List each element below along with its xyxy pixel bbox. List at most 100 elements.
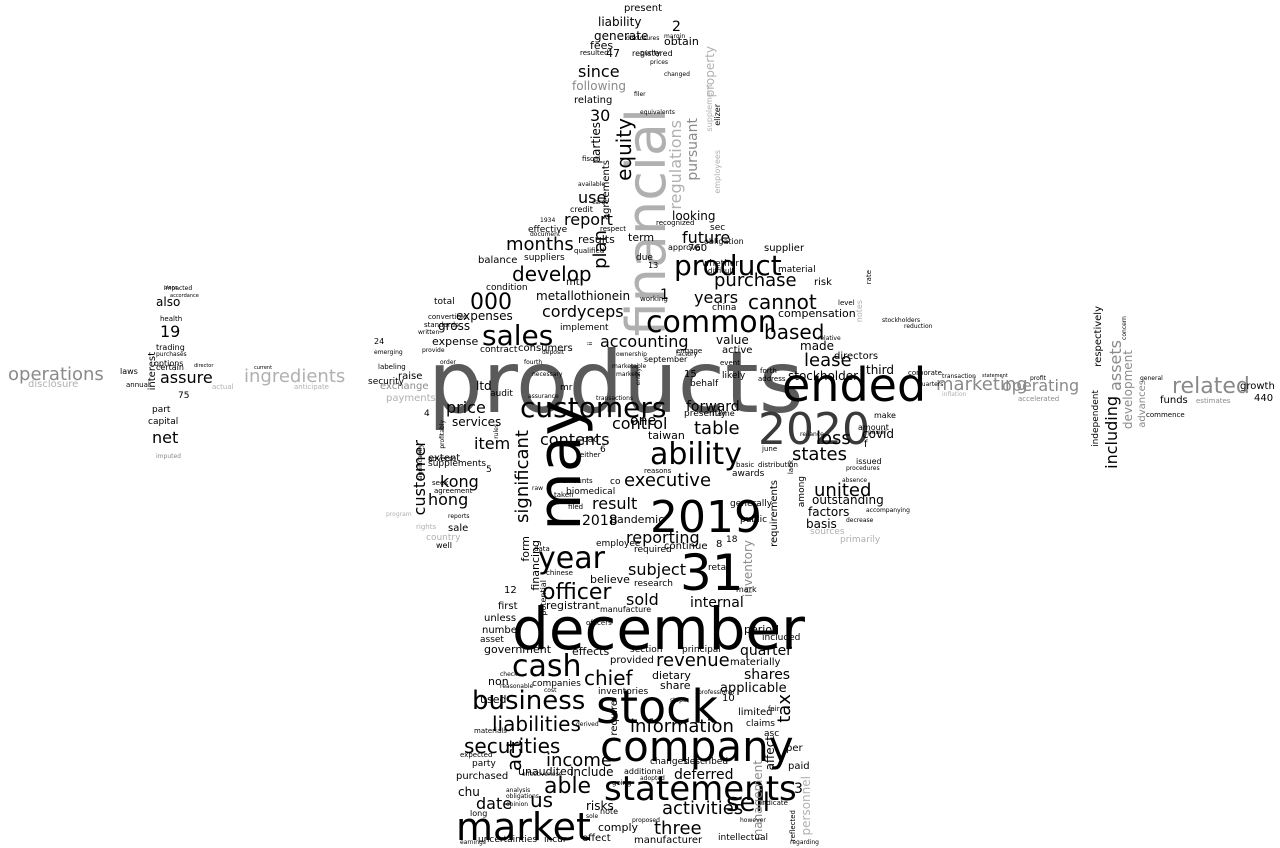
word-cloud-word: used	[480, 693, 507, 706]
word-cloud-word: mark	[736, 585, 757, 594]
word-cloud-word: assure	[160, 368, 213, 387]
word-cloud-word: 2020	[758, 404, 870, 455]
word-cloud-word: business	[472, 686, 586, 716]
word-cloud-word: dietary	[652, 669, 691, 682]
word-cloud-word: product	[674, 249, 782, 282]
word-cloud-word: total	[434, 297, 455, 307]
word-cloud-word: emerging	[374, 349, 403, 356]
word-cloud-word: 10	[722, 693, 735, 704]
word-cloud-word: share	[660, 679, 691, 692]
word-cloud-word: 18	[726, 535, 738, 545]
word-cloud-word: non	[488, 675, 509, 688]
word-cloud-word: year	[538, 541, 605, 576]
word-cloud-word: independent	[1091, 390, 1101, 447]
word-cloud-word: period	[744, 623, 780, 636]
word-cloud-word: amounts	[562, 477, 593, 485]
word-cloud-word: sources	[810, 527, 845, 537]
word-cloud-word: note	[600, 807, 619, 816]
word-cloud-word: however	[740, 817, 766, 824]
word-cloud-word: 6	[600, 445, 606, 455]
word-cloud-word: revenue	[656, 650, 730, 671]
word-cloud-word: years	[694, 288, 739, 307]
word-cloud-word: 13	[648, 261, 659, 270]
word-cloud-word: able	[544, 774, 592, 799]
word-cloud-word: future	[682, 228, 731, 247]
word-cloud-word: director	[194, 363, 214, 369]
word-cloud-word: officer	[542, 580, 612, 605]
word-cloud-word: government	[484, 643, 552, 656]
word-cloud-word: made	[800, 339, 835, 353]
word-cloud-word: accordance	[170, 293, 199, 299]
word-cloud-word: results	[578, 233, 615, 246]
word-cloud-word: going	[612, 779, 632, 787]
word-cloud-word: compensation	[778, 307, 856, 320]
word-cloud-word: stockholders	[882, 317, 921, 324]
word-cloud-word: basic	[736, 461, 755, 469]
word-cloud-word: purchase	[714, 270, 797, 291]
word-cloud-word: contract	[480, 345, 518, 355]
word-cloud-word: cordyceps	[542, 302, 624, 321]
word-cloud-word: expected	[460, 751, 493, 759]
word-cloud-word: also	[156, 295, 181, 309]
word-cloud-word: markets	[616, 371, 641, 378]
word-cloud-word: audit	[490, 389, 513, 399]
word-cloud-word: among	[797, 476, 807, 508]
word-cloud-word: 760	[688, 243, 708, 254]
word-cloud-word: engage	[676, 347, 703, 355]
word-cloud-word: plans	[164, 285, 178, 291]
word-cloud-word: company	[600, 722, 794, 771]
word-cloud-word: sec	[710, 223, 726, 233]
word-cloud-word: materials	[474, 727, 507, 735]
word-cloud-word: lease	[804, 350, 852, 371]
word-cloud-word: adopted	[640, 775, 665, 782]
word-cloud-word: executive	[624, 470, 712, 491]
word-cloud-word: 1	[660, 287, 669, 303]
word-cloud-word: information	[630, 716, 734, 737]
word-cloud-word: accelerated	[1018, 395, 1060, 403]
word-cloud-word: pursuant	[685, 118, 701, 181]
word-cloud-word: extent	[428, 453, 461, 464]
word-cloud-word: transaction	[942, 373, 976, 380]
word-cloud-word: current	[254, 365, 273, 371]
word-cloud-word: 47	[606, 47, 620, 60]
word-cloud-word: prices	[650, 59, 669, 66]
word-cloud-word: activities	[662, 798, 744, 819]
word-cloud-word: number	[482, 625, 522, 636]
word-cloud-word: approval	[668, 243, 703, 252]
word-cloud-word: principal	[682, 645, 721, 655]
word-cloud-word: equity	[612, 118, 636, 181]
word-cloud-word: relating	[574, 95, 613, 106]
word-cloud-word: common	[646, 305, 777, 340]
word-cloud-word: security	[368, 377, 404, 387]
word-cloud-word: market	[456, 805, 591, 848]
word-cloud-word: customers	[520, 391, 667, 424]
word-cloud-word: order	[440, 359, 456, 366]
word-cloud-word: 15	[684, 369, 697, 380]
word-cloud-word: reduction	[904, 323, 933, 330]
word-cloud-word: laws	[120, 367, 138, 376]
word-cloud-word: active	[722, 345, 753, 356]
word-cloud-word: changes	[650, 757, 688, 767]
word-cloud-word: recognized	[656, 219, 695, 227]
word-cloud-word: options	[154, 359, 184, 368]
word-cloud-word: quarters	[918, 381, 944, 388]
word-cloud-word: net	[152, 428, 179, 447]
word-cloud-word: forward	[686, 399, 740, 415]
word-cloud-word: basis	[806, 517, 837, 531]
word-cloud-word: december	[512, 595, 805, 663]
word-cloud-word: fiscal	[582, 155, 601, 163]
word-cloud-word: taiwan	[648, 429, 685, 442]
word-cloud-word: changed	[664, 71, 690, 78]
word-cloud-word: use	[578, 188, 607, 207]
word-cloud-word: agreement	[434, 487, 473, 495]
word-cloud-word: respect	[600, 225, 627, 233]
word-cloud-word: price	[446, 398, 486, 417]
word-cloud-word: limited	[738, 707, 773, 718]
word-cloud-word: ability	[650, 437, 742, 472]
word-cloud-word: cards	[592, 199, 609, 206]
word-cloud-word: elizer	[713, 104, 722, 126]
word-cloud-word: cost	[544, 687, 557, 694]
word-cloud-word: rules	[493, 424, 500, 439]
word-cloud-word: deposit	[542, 349, 565, 356]
word-cloud-word: required	[634, 545, 672, 555]
